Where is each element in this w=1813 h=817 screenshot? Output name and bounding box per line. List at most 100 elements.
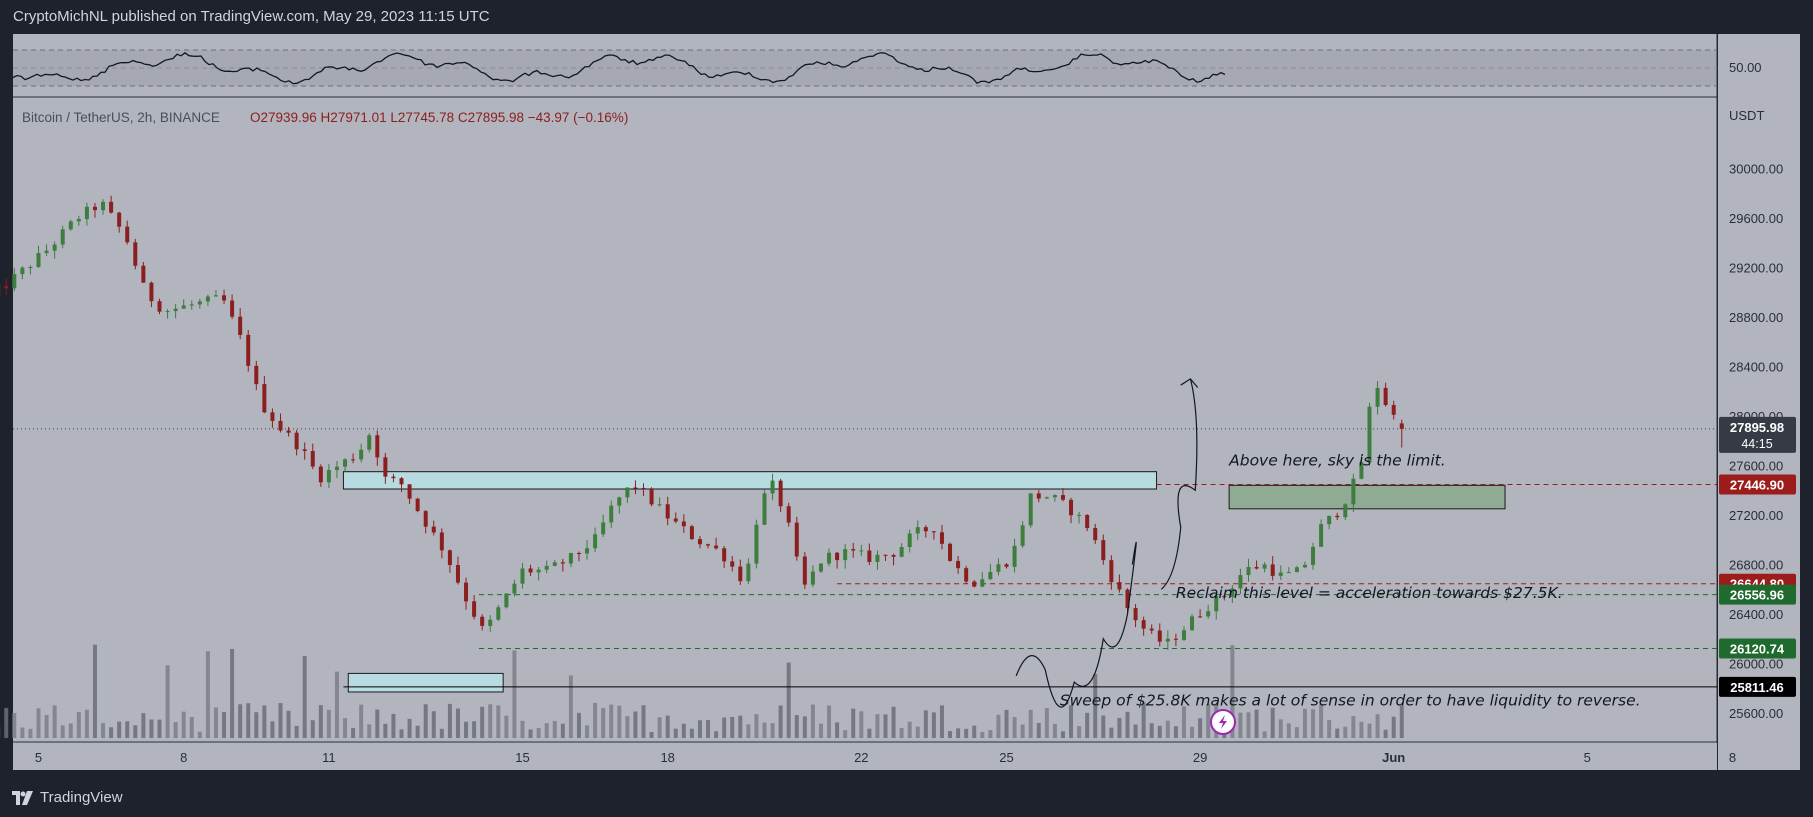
volume-bar-87 bbox=[689, 728, 694, 738]
time-tick-7: 29 bbox=[1193, 750, 1207, 765]
volume-bar-94 bbox=[746, 724, 751, 738]
candle-body-30 bbox=[230, 300, 235, 317]
candle-body-90 bbox=[714, 545, 719, 549]
volume-bar-68 bbox=[536, 727, 541, 738]
candle-body-32 bbox=[246, 334, 251, 366]
volume-bar-45 bbox=[351, 727, 356, 738]
candle-body-39 bbox=[302, 449, 307, 452]
volume-bar-102 bbox=[810, 704, 815, 738]
volume-bar-30 bbox=[230, 648, 235, 738]
volume-bar-11 bbox=[76, 712, 81, 738]
candle-body-38 bbox=[294, 432, 299, 450]
candle-body-100 bbox=[794, 522, 799, 557]
candle-body-18 bbox=[133, 242, 138, 266]
volume-bar-113 bbox=[899, 727, 904, 738]
candle-body-121 bbox=[964, 568, 969, 582]
volume-bar-135 bbox=[1077, 726, 1082, 738]
candle-body-113 bbox=[899, 547, 904, 557]
candle-body-124 bbox=[988, 571, 993, 580]
candle-body-110 bbox=[875, 554, 880, 562]
candle-body-37 bbox=[286, 430, 291, 433]
candle-body-95 bbox=[754, 524, 759, 564]
candle-body-97 bbox=[770, 480, 775, 494]
candle-body-59 bbox=[464, 582, 469, 602]
candle-body-137 bbox=[1093, 528, 1098, 541]
candle-body-71 bbox=[560, 562, 565, 564]
volume-bar-24 bbox=[181, 711, 186, 738]
time-axis-ticks: 5 8 11 15 18 22 25 29 Jun 5 8 bbox=[35, 750, 1736, 765]
volume-bar-83 bbox=[657, 717, 662, 738]
price-label-bg-4 bbox=[1719, 638, 1796, 659]
price-tick-10: 26000.00 bbox=[1729, 657, 1783, 672]
candle-body-126 bbox=[1004, 564, 1009, 567]
time-tick-3: 15 bbox=[515, 750, 529, 765]
candle-body-115 bbox=[915, 527, 920, 534]
candle-body-11 bbox=[76, 219, 81, 222]
volume-bar-23 bbox=[173, 722, 178, 738]
volume-bar-107 bbox=[851, 708, 856, 738]
volume-bar-174 bbox=[1391, 716, 1396, 738]
volume-bar-12 bbox=[84, 709, 89, 738]
volume-bars bbox=[0, 644, 1404, 738]
volume-bar-3 bbox=[12, 713, 17, 738]
candle-body-122 bbox=[972, 581, 977, 587]
lightning-icon[interactable] bbox=[1210, 709, 1236, 735]
time-tick-4: 18 bbox=[660, 750, 674, 765]
trading-chart[interactable]: 50.00 Bitcoin / TetherUS, 2h, BINANCE O2… bbox=[0, 0, 1813, 779]
candle-body-22 bbox=[165, 311, 170, 313]
candle-body-173 bbox=[1383, 387, 1388, 406]
candle-body-148 bbox=[1181, 630, 1186, 640]
candle-body-19 bbox=[141, 265, 146, 283]
candle-body-127 bbox=[1012, 545, 1017, 567]
volume-bar-121 bbox=[964, 728, 969, 738]
volume-bar-103 bbox=[818, 723, 823, 738]
candle-body-133 bbox=[1060, 495, 1065, 500]
candle-body-64 bbox=[504, 593, 509, 608]
candle-body-15 bbox=[109, 201, 114, 213]
volume-bar-122 bbox=[972, 725, 977, 738]
candle-body-65 bbox=[512, 583, 517, 594]
candle-body-149 bbox=[1190, 616, 1195, 631]
volume-bar-8 bbox=[52, 705, 57, 738]
price-label-bg-3 bbox=[1719, 584, 1796, 605]
candle-body-129 bbox=[1028, 493, 1033, 526]
candle-body-67 bbox=[528, 568, 533, 573]
time-tick-6: 25 bbox=[999, 750, 1013, 765]
volume-bar-90 bbox=[714, 731, 719, 738]
volume-bar-89 bbox=[706, 720, 711, 738]
candle-body-13 bbox=[92, 206, 97, 211]
volume-bar-72 bbox=[568, 675, 573, 738]
volume-bar-109 bbox=[867, 728, 872, 738]
candle-body-8 bbox=[52, 244, 57, 251]
volume-bar-139 bbox=[1109, 727, 1114, 738]
price-label-5: 25811.46 bbox=[1730, 680, 1784, 695]
volume-bar-170 bbox=[1359, 721, 1364, 738]
volume-bar-169 bbox=[1351, 716, 1356, 738]
candle-body-111 bbox=[883, 554, 888, 556]
volume-bar-137 bbox=[1093, 673, 1098, 738]
volume-bar-55 bbox=[431, 711, 436, 738]
candle-body-80 bbox=[633, 487, 638, 489]
candle-body-26 bbox=[197, 301, 202, 305]
volume-bar-29 bbox=[222, 711, 227, 738]
candle-body-84 bbox=[665, 504, 670, 519]
volume-bar-2 bbox=[4, 707, 9, 738]
volume-bar-79 bbox=[625, 716, 630, 738]
tradingview-logo[interactable]: TradingView bbox=[12, 779, 123, 817]
candle-body-72 bbox=[568, 553, 573, 564]
volume-bar-116 bbox=[923, 710, 928, 738]
volume-bar-141 bbox=[1125, 711, 1130, 738]
candle-body-161 bbox=[1286, 572, 1291, 574]
volume-bar-14 bbox=[101, 723, 106, 738]
volume-bar-171 bbox=[1367, 723, 1372, 738]
price-tick-3: 28800.00 bbox=[1729, 310, 1783, 325]
volume-bar-59 bbox=[464, 721, 469, 738]
volume-bar-38 bbox=[294, 725, 299, 738]
price-label-bg-0 bbox=[1719, 416, 1796, 453]
candle-body-10 bbox=[68, 221, 73, 230]
volume-bar-114 bbox=[907, 721, 912, 738]
candle-body-40 bbox=[310, 451, 315, 467]
candle-body-152 bbox=[1214, 596, 1219, 612]
volume-bar-98 bbox=[778, 705, 783, 738]
candle-body-27 bbox=[205, 296, 210, 302]
